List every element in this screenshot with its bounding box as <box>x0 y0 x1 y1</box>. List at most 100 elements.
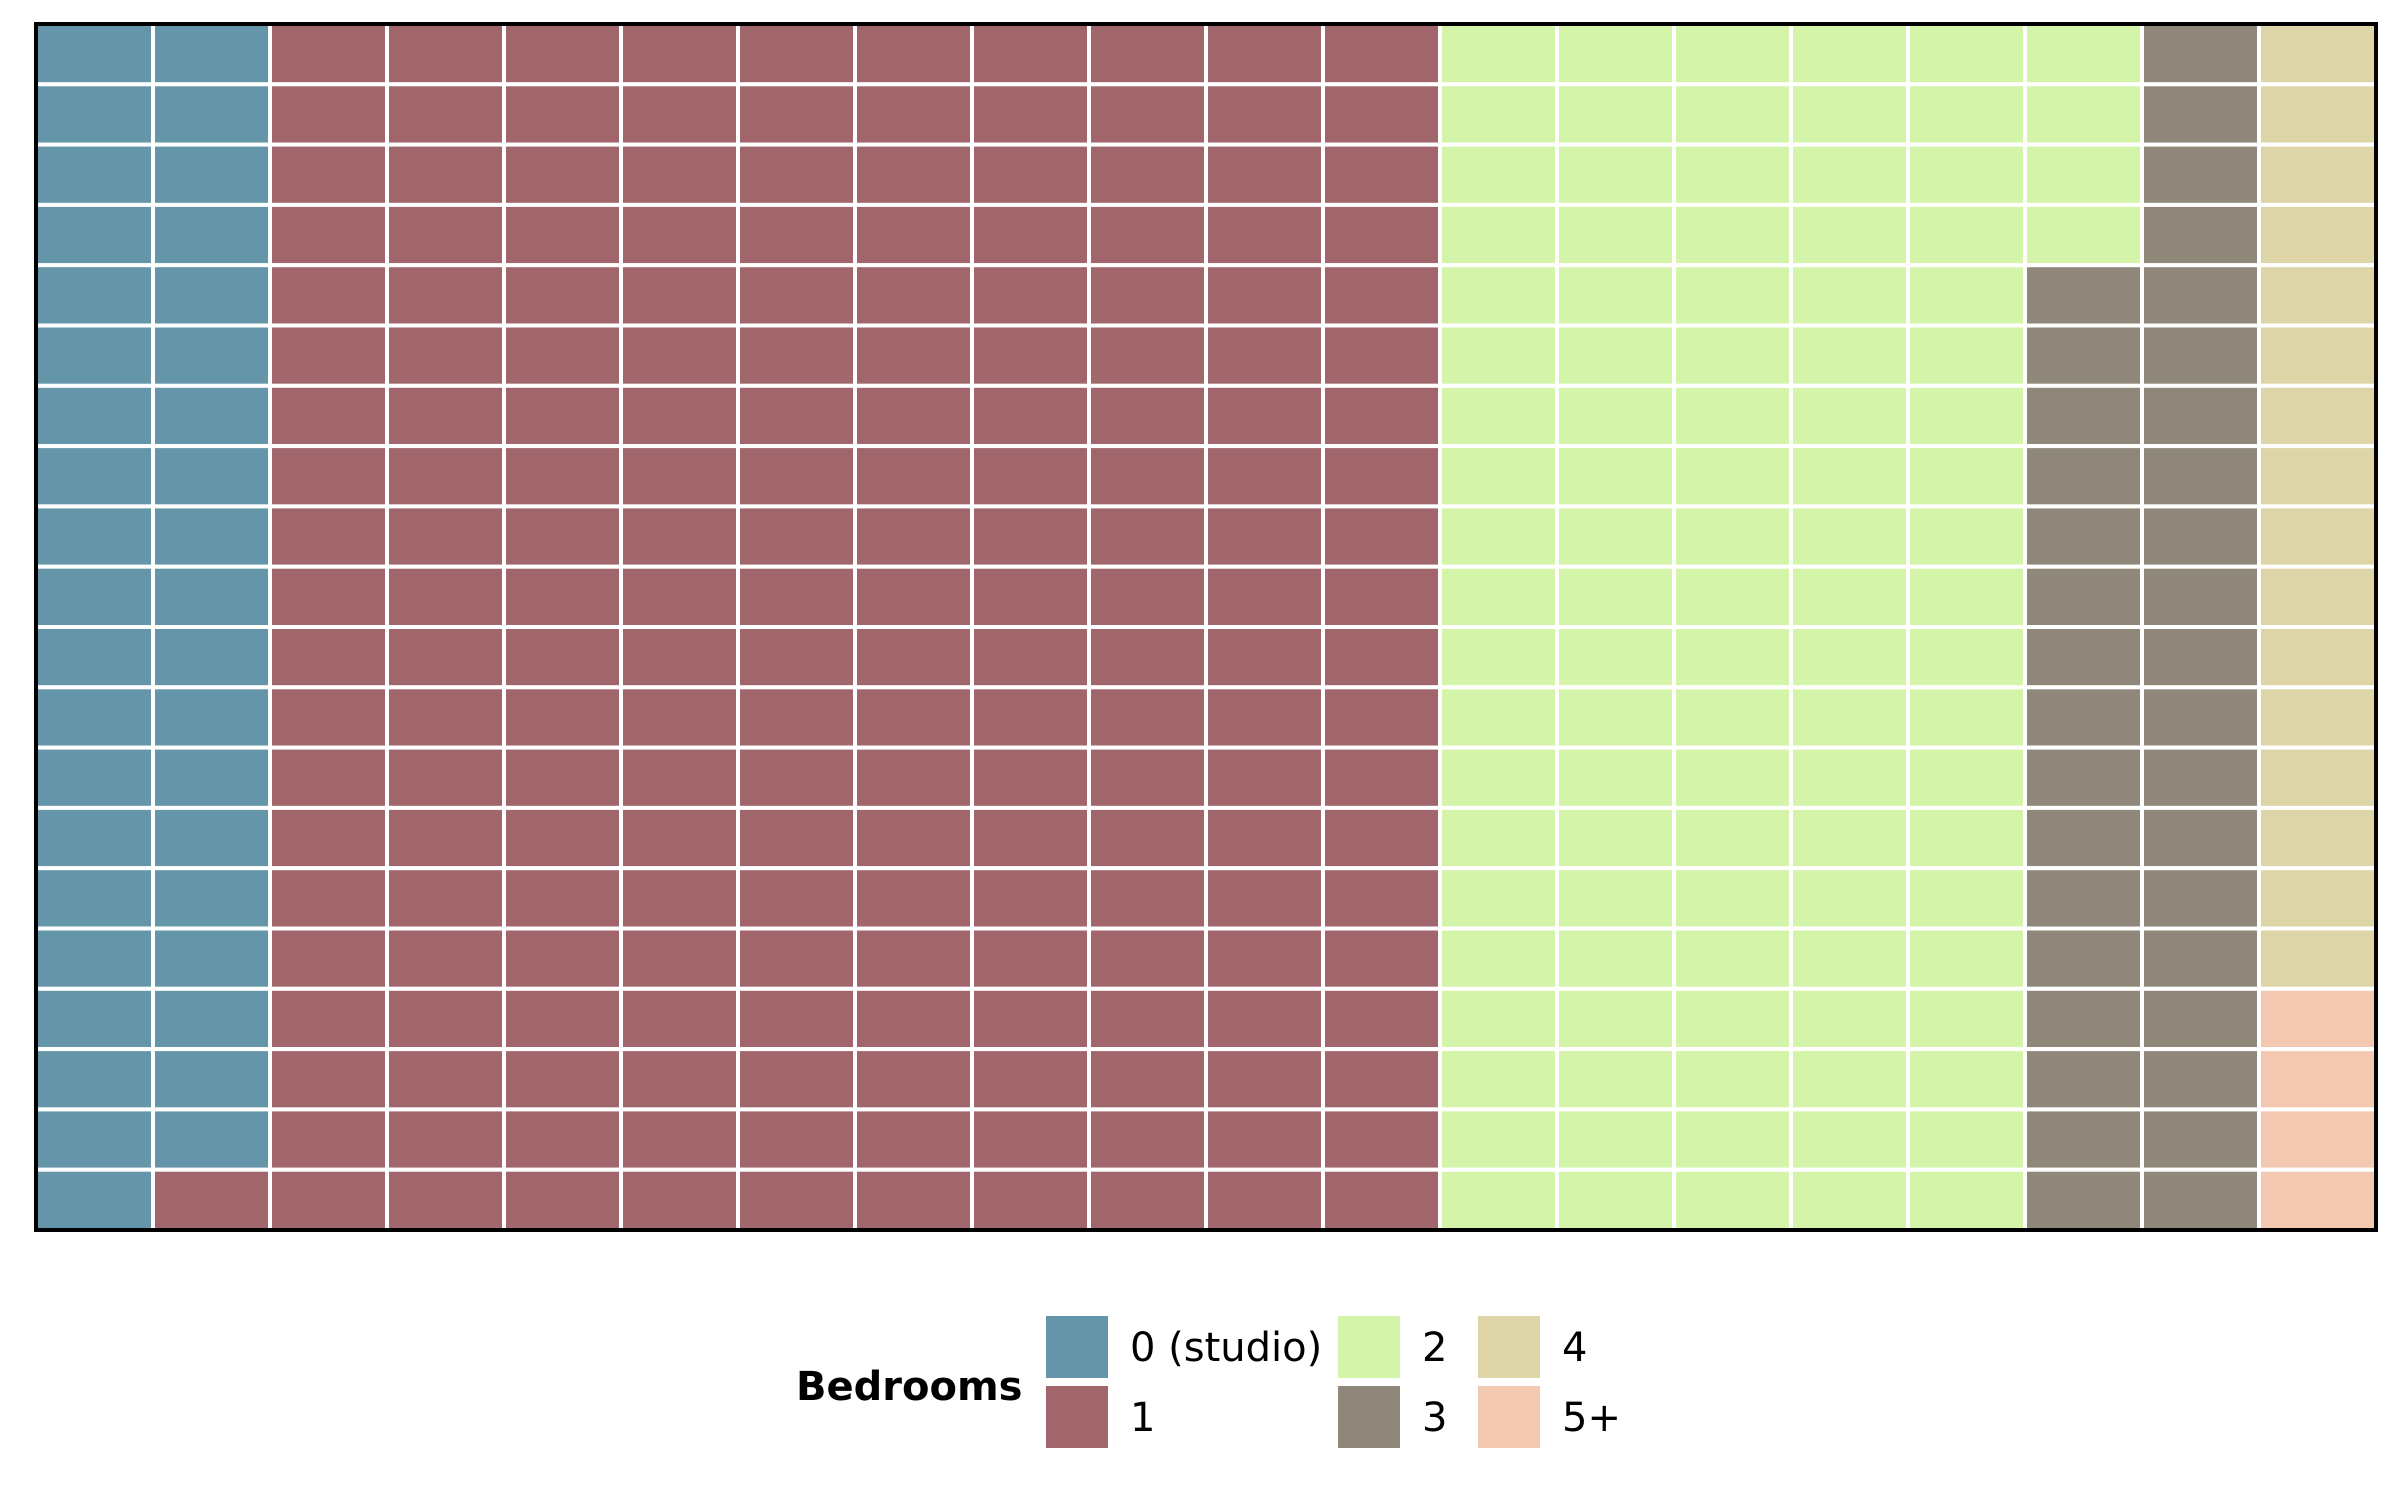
waffle-cell-1 <box>1087 564 1208 630</box>
waffle-cell-1 <box>1321 142 1442 207</box>
waffle-cell-2 <box>1906 685 2027 750</box>
waffle-cell-1 <box>1321 986 1442 1052</box>
waffle-cell-1 <box>970 444 1091 509</box>
waffle-cell-3 <box>2023 323 2144 388</box>
waffle-cell-0-studio <box>34 1167 155 1232</box>
waffle-cell-3 <box>2023 1167 2144 1232</box>
legend-key-2 <box>1338 1316 1400 1378</box>
waffle-cell-1 <box>619 504 740 569</box>
waffle-cell-0-studio <box>151 1047 272 1112</box>
waffle-cell-1 <box>853 263 974 328</box>
waffle-cell-4 <box>2257 685 2378 750</box>
waffle-cell-1 <box>268 1047 389 1112</box>
legend-key-4 <box>1478 1316 1540 1378</box>
legend-label-5: 5+ <box>1562 1395 1621 1441</box>
waffle-cell-0-studio <box>151 202 272 268</box>
waffle-cell-1 <box>1204 142 1325 207</box>
waffle-cell-1 <box>1321 625 1442 690</box>
waffle-cell-0-studio <box>34 745 155 810</box>
waffle-cell-1 <box>1204 1167 1325 1232</box>
waffle-cell-2 <box>1789 202 1910 268</box>
waffle-cell-2 <box>1438 22 1559 87</box>
waffle-cell-2 <box>1672 383 1793 449</box>
waffle-cell-1 <box>385 1167 506 1232</box>
waffle-cell-1 <box>1204 323 1325 388</box>
waffle-cell-2 <box>1555 82 1676 147</box>
waffle-cell-2 <box>1789 745 1910 810</box>
waffle-cell-1 <box>1087 504 1208 569</box>
waffle-cell-2 <box>1555 263 1676 328</box>
waffle-cell-2 <box>1555 1047 1676 1112</box>
waffle-cell-2 <box>1438 202 1559 268</box>
waffle-cell-1 <box>385 625 506 690</box>
waffle-cell-1 <box>268 22 389 87</box>
waffle-cell-3 <box>2023 625 2144 690</box>
waffle-cell-1 <box>619 1107 740 1172</box>
waffle-cell-1 <box>970 625 1091 690</box>
waffle-cell-2 <box>1555 22 1676 87</box>
waffle-cell-1 <box>853 625 974 690</box>
waffle-cell-1 <box>619 564 740 630</box>
waffle-cell-1 <box>385 504 506 569</box>
waffle-cell-1 <box>1204 504 1325 569</box>
waffle-cell-2 <box>1555 202 1676 268</box>
waffle-cell-4 <box>2257 142 2378 207</box>
waffle-cell-2 <box>1789 1047 1910 1112</box>
waffle-cell-2 <box>1672 986 1793 1052</box>
waffle-cell-1 <box>1321 202 1442 268</box>
waffle-cell-1 <box>853 805 974 871</box>
waffle-cell-2 <box>1672 504 1793 569</box>
waffle-cell-0-studio <box>34 564 155 630</box>
waffle-cell-3 <box>2140 805 2261 871</box>
waffle-cell-2 <box>1906 745 2027 810</box>
waffle-cell-1 <box>1087 263 1208 328</box>
waffle-cell-1 <box>502 323 623 388</box>
waffle-cell-1 <box>1321 444 1442 509</box>
waffle-cell-2 <box>1906 1107 2027 1172</box>
waffle-cell-1 <box>502 142 623 207</box>
waffle-cell-1 <box>1321 1107 1442 1172</box>
waffle-cell-1 <box>1204 685 1325 750</box>
waffle-cell-2 <box>2023 142 2144 207</box>
waffle-cell-4 <box>2257 805 2378 871</box>
waffle-cell-1 <box>736 444 857 509</box>
waffle-cell-2 <box>1789 564 1910 630</box>
legend-key-5 <box>1478 1386 1540 1448</box>
waffle-cell-1 <box>619 142 740 207</box>
waffle-cell-3 <box>2140 685 2261 750</box>
waffle-cell-1 <box>502 504 623 569</box>
waffle-cell-1 <box>1087 1167 1208 1232</box>
waffle-cell-1 <box>268 805 389 871</box>
waffle-cell-1 <box>268 323 389 388</box>
waffle-cell-1 <box>1204 986 1325 1052</box>
waffle-cell-1 <box>502 564 623 630</box>
waffle-cell-2 <box>1672 263 1793 328</box>
waffle-cell-0-studio <box>34 1107 155 1172</box>
waffle-cell-2 <box>1906 263 2027 328</box>
waffle-cell-2 <box>1555 383 1676 449</box>
waffle-cell-2 <box>1555 564 1676 630</box>
legend-label-0-studio: 0 (studio) <box>1130 1325 1322 1371</box>
waffle-cell-3 <box>2023 926 2144 991</box>
waffle-cell-0-studio <box>151 263 272 328</box>
waffle-cell-1 <box>1087 444 1208 509</box>
waffle-cell-1 <box>1087 625 1208 690</box>
waffle-cell-4 <box>2257 263 2378 328</box>
waffle-cell-1 <box>619 866 740 931</box>
waffle-cell-1 <box>853 142 974 207</box>
waffle-cell-2 <box>1555 1167 1676 1232</box>
waffle-cell-1 <box>1087 986 1208 1052</box>
waffle-cell-1 <box>268 263 389 328</box>
waffle-cell-1 <box>970 82 1091 147</box>
waffle-cell-0-studio <box>151 142 272 207</box>
waffle-cell-1 <box>736 1167 857 1232</box>
waffle-cell-3 <box>2140 1107 2261 1172</box>
waffle-cell-1 <box>268 1107 389 1172</box>
waffle-cell-5 <box>2257 1167 2378 1232</box>
waffle-cell-1 <box>1087 1107 1208 1172</box>
waffle-cell-1 <box>736 202 857 268</box>
waffle-cell-2 <box>1789 444 1910 509</box>
waffle-cell-1 <box>736 745 857 810</box>
waffle-cell-1 <box>1321 82 1442 147</box>
waffle-cell-1 <box>1204 22 1325 87</box>
